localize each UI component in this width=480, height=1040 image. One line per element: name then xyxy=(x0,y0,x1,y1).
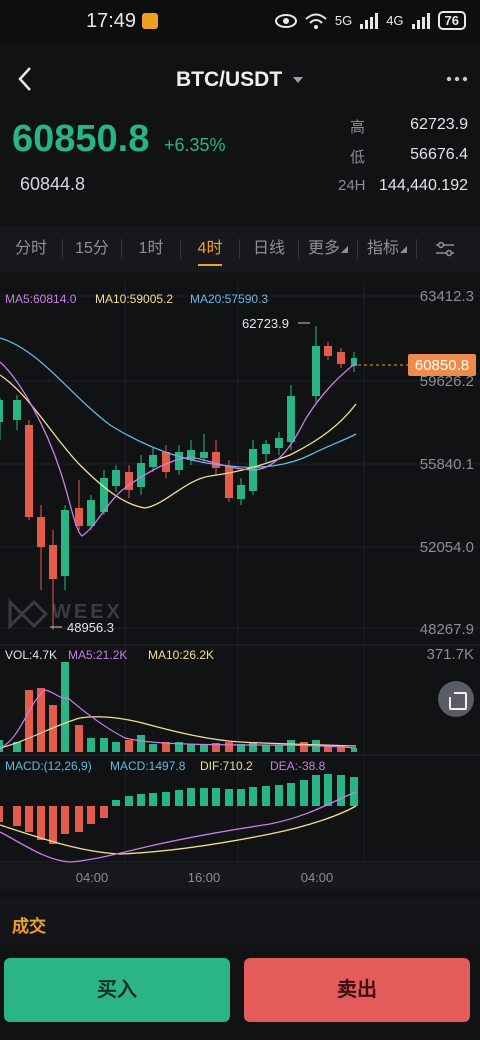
tab-1h[interactable]: 1时 xyxy=(138,240,164,257)
mark-price: 60844.8 xyxy=(20,174,86,194)
ma5-label: MA5:60814.0 xyxy=(5,292,77,306)
kline-chart[interactable]: WEEX xyxy=(0,280,480,890)
macd-value-label: MACD:1497.8 xyxy=(110,759,186,773)
tab-daily[interactable]: 日线 xyxy=(252,240,285,257)
pair-selector[interactable]: BTC/USDT xyxy=(0,68,480,92)
fullscreen-button[interactable] xyxy=(438,681,474,717)
tab-timeshare[interactable]: 分时 xyxy=(14,240,47,257)
tab-divider xyxy=(62,239,63,259)
signal-icon xyxy=(360,12,379,29)
ma20-line xyxy=(0,337,357,469)
status-bar: 17:49 5G 4G 76 xyxy=(0,0,480,44)
current-price-tag: 60850.8 xyxy=(415,357,469,374)
high-value: 62723.9 xyxy=(410,116,468,133)
volume-24h-label: 24H xyxy=(338,177,366,194)
tab-divider xyxy=(180,239,181,259)
moving-averages xyxy=(0,337,357,537)
trades-section xyxy=(0,898,480,944)
tab-divider xyxy=(416,239,417,259)
network-5g-label: 5G xyxy=(334,13,353,28)
signal-icon-2 xyxy=(411,12,430,29)
high-marker-label: 62723.9 xyxy=(242,316,289,331)
macd-histogram xyxy=(0,774,358,844)
more-menu-button[interactable] xyxy=(446,62,468,90)
y-tick-1: 63412.3 xyxy=(420,288,474,305)
ma5-line xyxy=(0,361,357,537)
network-4g-label: 4G xyxy=(386,13,404,28)
volume-24h-value: 144,440.192 xyxy=(379,177,468,194)
y-tick-3: 55840.1 xyxy=(420,456,474,473)
tab-indicators-label: 指标 xyxy=(366,240,399,257)
tab-4h[interactable]: 4时 xyxy=(181,226,239,272)
dea-line xyxy=(0,805,357,855)
back-button[interactable] xyxy=(12,64,40,94)
y-tick-2: 59626.2 xyxy=(420,373,474,390)
vol-ma5-line xyxy=(0,689,357,749)
vol-ma10-label: MA10:26.2K xyxy=(148,648,214,662)
battery-indicator: 76 xyxy=(437,11,466,30)
weibo-icon xyxy=(142,13,158,29)
volume-bars xyxy=(0,662,357,752)
trades-tab[interactable]: 成交 xyxy=(12,917,46,936)
grid xyxy=(0,282,480,863)
last-price: 60850.8 xyxy=(12,118,150,160)
dea-label: DEA:-38.8 xyxy=(270,759,326,773)
ma20-label: MA20:57590.3 xyxy=(190,292,268,306)
tab-15m[interactable]: 15分 xyxy=(75,240,109,257)
ma10-label: MA10:59005.2 xyxy=(95,292,173,306)
ma10-line xyxy=(0,374,357,509)
pair-title: BTC/USDT xyxy=(175,68,283,91)
low-value: 56676.4 xyxy=(410,146,468,163)
nav-bar: BTC/USDT xyxy=(0,44,480,114)
x-tick-3: 04:00 xyxy=(301,870,334,885)
sliders-icon xyxy=(436,241,454,256)
vol-ma10-line xyxy=(0,716,357,749)
dif-label: DIF:710.2 xyxy=(200,759,253,773)
tab-more-label: 更多 xyxy=(307,240,340,257)
current-price-tag-bg xyxy=(408,354,476,376)
low-marker-label: 48956.3 xyxy=(67,620,114,635)
eye-icon xyxy=(274,13,297,28)
wifi-icon xyxy=(305,13,327,29)
chart-settings-button[interactable] xyxy=(417,226,473,272)
dif-line xyxy=(0,791,357,863)
tab-divider xyxy=(298,239,299,259)
tab-divider xyxy=(239,239,240,259)
y-tick-5: 48267.9 xyxy=(420,621,474,638)
corner-triangle-icon xyxy=(400,246,407,253)
low-label: 低 xyxy=(350,149,366,166)
tab-divider xyxy=(121,239,122,259)
vol-max-label: 371.7K xyxy=(426,646,474,663)
macd-params-label: MACD:(12,26,9) xyxy=(5,759,92,773)
candles xyxy=(0,326,357,630)
tab-divider xyxy=(357,239,358,259)
status-icons: 5G 4G 76 xyxy=(274,11,466,30)
back-arrow-icon xyxy=(18,67,31,91)
y-tick-4: 52054.0 xyxy=(420,539,474,556)
x-axis-band xyxy=(0,864,480,890)
more-dots-icon xyxy=(446,76,468,82)
vol-label: VOL:4.7K xyxy=(5,648,57,662)
change-percent: +6.35% xyxy=(164,135,226,155)
tab-more[interactable]: 更多 xyxy=(299,226,357,272)
sell-button[interactable]: 卖出 xyxy=(244,958,470,1022)
timeframe-tabs: 分时 15分 1时 4时 日线 更多 指标 xyxy=(0,226,480,272)
x-tick-1: 04:00 xyxy=(76,870,109,885)
caret-down-icon xyxy=(293,77,303,84)
vol-ma5-label: MA5:21.2K xyxy=(68,648,127,662)
kline-chart-svg: WEEX xyxy=(0,282,480,890)
weex-logo-icon xyxy=(8,598,49,630)
status-time: 17:49 xyxy=(86,10,137,32)
corner-triangle-icon xyxy=(341,246,348,253)
x-tick-2: 16:00 xyxy=(188,870,221,885)
weex-watermark: WEEX xyxy=(8,598,123,630)
tab-indicators[interactable]: 指标 xyxy=(358,226,416,272)
weex-watermark-text: WEEX xyxy=(52,601,123,623)
buy-button[interactable]: 买入 xyxy=(4,958,230,1022)
high-label: 高 xyxy=(350,119,366,136)
